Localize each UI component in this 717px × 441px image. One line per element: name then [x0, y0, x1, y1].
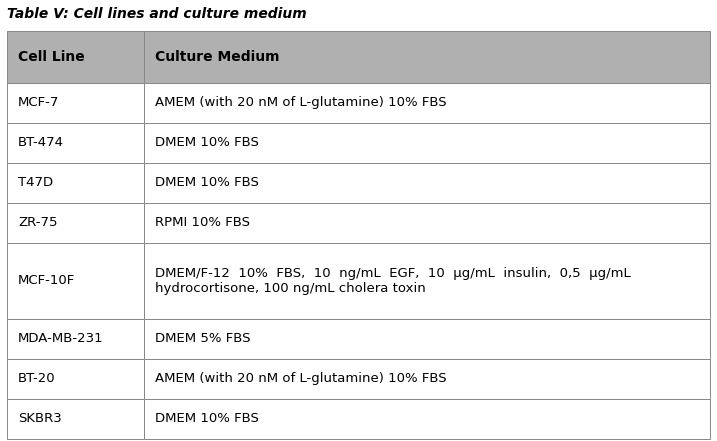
Text: DMEM/F-12  10%  FBS,  10  ng/mL  EGF,  10  μg/mL  insulin,  0,5  μg/mL
hydrocort: DMEM/F-12 10% FBS, 10 ng/mL EGF, 10 μg/m… [155, 267, 631, 295]
Text: SKBR3: SKBR3 [18, 412, 62, 425]
Bar [144, 319, 710, 359]
Bar [7, 319, 144, 359]
Bar [7, 243, 144, 319]
Bar [7, 31, 144, 83]
Bar [7, 83, 144, 123]
Bar [7, 203, 144, 243]
Text: MDA-MB-231: MDA-MB-231 [18, 333, 103, 345]
Text: BT-474: BT-474 [18, 136, 64, 149]
Text: DMEM 10% FBS: DMEM 10% FBS [155, 412, 259, 425]
Text: DMEM 10% FBS: DMEM 10% FBS [155, 136, 259, 149]
Bar [144, 243, 710, 319]
Text: BT-20: BT-20 [18, 372, 55, 385]
Text: AMEM (with 20 nM of L-glutamine) 10% FBS: AMEM (with 20 nM of L-glutamine) 10% FBS [155, 372, 447, 385]
Text: RPMI 10% FBS: RPMI 10% FBS [155, 217, 250, 229]
Text: Cell Line: Cell Line [18, 50, 85, 64]
Bar [144, 123, 710, 163]
Text: ZR-75: ZR-75 [18, 217, 57, 229]
Bar [144, 399, 710, 439]
Text: AMEM (with 20 nM of L-glutamine) 10% FBS: AMEM (with 20 nM of L-glutamine) 10% FBS [155, 96, 447, 109]
Bar [7, 359, 144, 399]
Bar [7, 163, 144, 203]
Bar [144, 203, 710, 243]
Bar [144, 163, 710, 203]
Bar [144, 83, 710, 123]
Text: MCF-7: MCF-7 [18, 96, 60, 109]
Bar [7, 123, 144, 163]
Text: Table V: Cell lines and culture medium: Table V: Cell lines and culture medium [7, 7, 307, 21]
Text: DMEM 5% FBS: DMEM 5% FBS [155, 333, 250, 345]
Text: Culture Medium: Culture Medium [155, 50, 280, 64]
Text: MCF-10F: MCF-10F [18, 274, 75, 288]
Text: T47D: T47D [18, 176, 53, 189]
Bar [7, 399, 144, 439]
Bar [144, 359, 710, 399]
Text: DMEM 10% FBS: DMEM 10% FBS [155, 176, 259, 189]
Bar [144, 31, 710, 83]
